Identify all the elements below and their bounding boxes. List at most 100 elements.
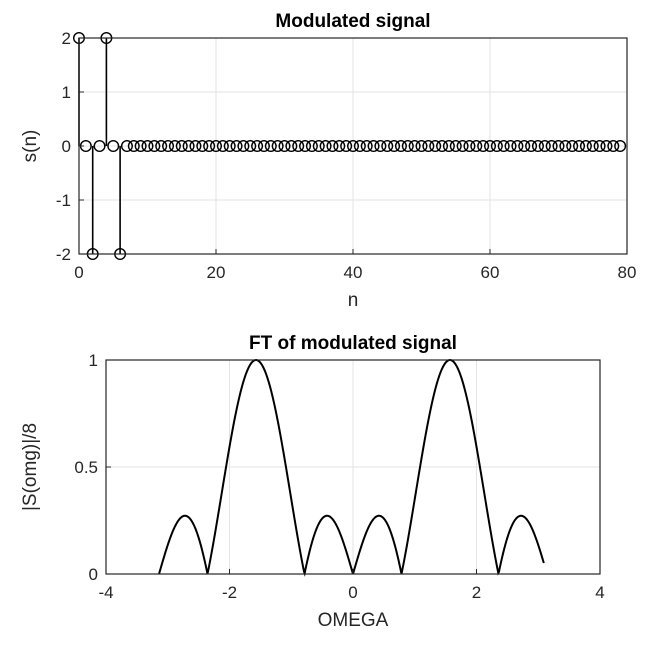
x-tick-label: 0 [348,583,357,602]
spectrum-plot-ticks: -4 -2 0 2 4 0 0.5 1 [74,351,604,602]
stem-marker [600,139,613,152]
stem-marker [305,139,318,152]
stem-marker [525,139,538,152]
stem-marker [230,139,243,152]
stem-marker [175,139,188,152]
stem-marker [388,139,401,152]
stem-marker [538,139,551,152]
spectrum-plot-title: FT of modulated signal [249,333,457,354]
stem-marker [107,139,120,152]
stem-marker [189,139,202,152]
stem-marker [429,139,442,152]
stem-plot-ticks: 0 20 40 60 80 -2 -1 0 1 2 [56,29,637,282]
stem-marker [333,139,346,152]
stem-marker [182,139,195,152]
stem-marker [353,139,366,152]
y-tick-label: -2 [56,245,71,264]
stem-marker [415,139,428,152]
stem-marker [463,139,476,152]
stem-marker [511,139,524,152]
stem-marker [573,139,586,152]
stem-marker [545,139,558,152]
spectrum-plot-marks [158,358,545,577]
x-tick-label: 60 [481,263,500,282]
y-tick-label: 1 [89,351,98,370]
stem-plot-title: Modulated signal [275,11,430,32]
x-tick-label: -4 [98,583,113,602]
stem-marker [162,139,175,152]
stem-plot-ylabel: s(n) [20,130,41,163]
stem-marker [490,139,503,152]
stem-marker [347,139,360,152]
spectrum-plot-ylabel: |S(omg)|/8 [20,423,41,511]
stem-marker [278,139,291,152]
stem-marker [155,139,168,152]
y-tick-label: 0 [89,565,98,584]
stem-marker [148,139,161,152]
stem-marker [319,139,332,152]
x-tick-label: 2 [472,583,481,602]
y-tick-label: -1 [56,191,71,210]
stem-marker [120,139,133,152]
spectrum-series-line [158,358,545,577]
stem-marker [456,139,469,152]
x-tick-label: 80 [618,263,637,282]
stem-marker [196,139,209,152]
stem-marker [504,139,517,152]
stem-marker [271,139,284,152]
stem-marker [360,139,373,152]
stem-marker [394,139,407,152]
stem-marker [408,139,421,152]
stem-marker [244,139,257,152]
stem-marker [209,139,222,152]
stem-marker [312,139,325,152]
stem-marker [340,139,353,152]
stem-marker [559,139,572,152]
stem-marker [586,139,599,152]
stem-plot-xlabel: n [348,290,359,311]
y-tick-label: 0.5 [74,458,98,477]
stem-marker [285,139,298,152]
stem-marker [367,139,380,152]
x-tick-label: -2 [222,583,237,602]
stem-marker [141,139,154,152]
stem-plot-axes: 0 20 40 60 80 -2 -1 0 1 2 Modulated signal n s(n) [20,11,636,311]
x-tick-label: 40 [344,263,363,282]
stem-marker [134,139,147,152]
x-tick-label: 0 [74,263,83,282]
stem-marker [264,139,277,152]
spectrum-plot-axes: -4 -2 0 2 4 0 0.5 1 FT of modulated signal OMEG… [20,333,605,631]
y-tick-label: 0 [62,137,71,156]
stem-marker [203,139,216,152]
stem-plot-grid [78,37,628,255]
stem-marker [566,139,579,152]
stem-marker [374,139,387,152]
spectrum-plot-xlabel: OMEGA [318,610,389,631]
stem-marker [614,139,627,152]
stem-marker [484,139,497,152]
stem-marker [292,139,305,152]
stem-marker [579,139,592,152]
stem-marker [422,139,435,152]
y-tick-label: 2 [62,29,71,48]
stem-marker [436,139,449,152]
stem-marker [251,139,264,152]
stem-marker [518,139,531,152]
stem-marker [93,139,106,152]
stem-marker [497,139,510,152]
stem-marker [257,139,270,152]
stem-marker [326,139,339,152]
stem-marker [449,139,462,152]
stem-marker [477,139,490,152]
stem-marker [442,139,455,152]
spectrum-plot-grid [105,359,601,575]
stem-marker [552,139,565,152]
stem-marker [299,139,312,152]
stem-marker [607,139,620,152]
stem-marker [223,139,236,152]
stem-marker [127,139,140,152]
stem-marker [470,139,483,152]
stem-marker [168,139,181,152]
y-tick-label: 1 [62,83,71,102]
